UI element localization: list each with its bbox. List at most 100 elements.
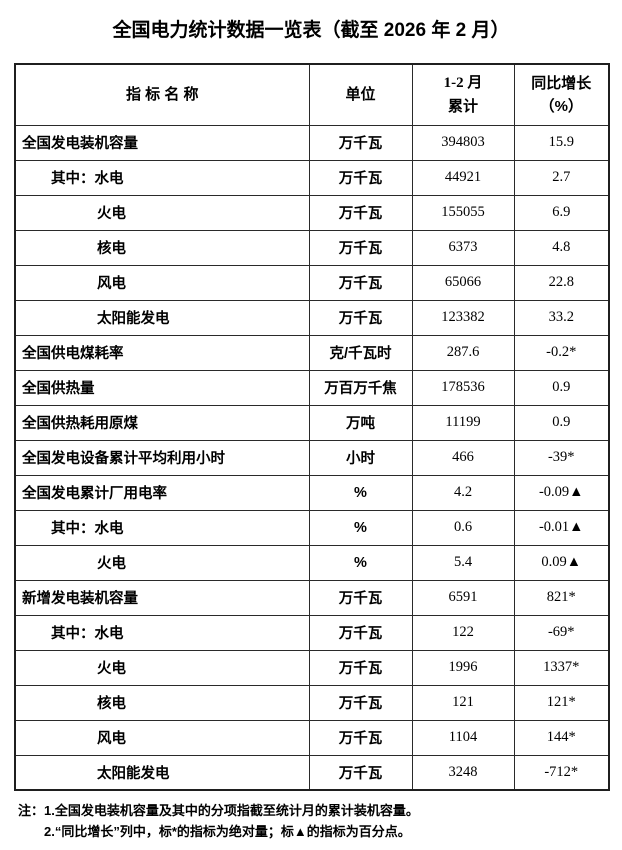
value-cell: 1996 [411,649,515,686]
unit-cell: 万千瓦 [308,299,413,336]
table-row: 太阳能发电 万千瓦 123382 33.2 [14,299,610,336]
table-row: 全国发电装机容量 万千瓦 394803 15.9 [14,124,610,161]
indicator-name-cell: 火电 [14,649,310,686]
header-yoy-line2: （%） [539,97,583,115]
indicator-name-cell: 全国发电累计厂用电率 [14,474,310,511]
growth-cell: -712* [513,754,610,791]
value-cell: 121 [411,684,515,721]
indicator-name-cell: 其中：水电 [14,614,310,651]
statistics-table: 指 标 名 称 单位 1-2 月 累计 同比增长 （%） 全国发电装机容量 万千… [14,63,610,791]
note-item-1: 1.全国发电装机容量及其中的分项指截至统计月的累计装机容量。 [44,803,419,818]
indicator-name-cell: 其中：水电 [14,509,310,546]
notes: 注：1.全国发电装机容量及其中的分项指截至统计月的累计装机容量。 2.“同比增长… [18,800,622,843]
value-cell: 178536 [411,369,515,406]
unit-cell: 万千瓦 [308,649,413,686]
growth-cell: -39* [513,439,610,476]
value-cell: 11199 [411,404,515,441]
unit-cell: 万千瓦 [308,229,413,266]
unit-cell: 万千瓦 [308,159,413,196]
unit-cell: 万吨 [308,404,413,441]
growth-cell: 1337* [513,649,610,686]
table-header-row: 指 标 名 称 单位 1-2 月 累计 同比增长 （%） [14,63,610,126]
indicator-name-cell: 太阳能发电 [14,299,310,336]
unit-cell: 万千瓦 [308,754,413,791]
growth-cell: 15.9 [513,124,610,161]
table-body: 全国发电装机容量 万千瓦 394803 15.9 其中：水电 万千瓦 44921… [14,124,610,791]
unit-cell: % [308,509,413,546]
note-line-2: 2.“同比增长”列中，标*的指标为绝对量；标▲的指标为百分点。 [44,824,411,840]
indicator-name-cell: 火电 [14,194,310,231]
indicator-name-cell: 核电 [14,229,310,266]
indicator-name-cell: 其中：水电 [14,159,310,196]
table-row: 新增发电装机容量 万千瓦 6591 821* [14,579,610,616]
table-row: 其中：水电 % 0.6 -0.01▲ [14,509,610,546]
indicator-name-cell: 全国供热量 [14,369,310,406]
table-row: 火电 万千瓦 155055 6.9 [14,194,610,231]
value-cell: 6373 [411,229,515,266]
note-line-1: 注：1.全国发电装机容量及其中的分项指截至统计月的累计装机容量。 [18,800,622,821]
value-cell: 466 [411,439,515,476]
growth-cell: -0.2* [513,334,610,371]
notes-prefix: 注： [18,803,45,818]
unit-cell: 万千瓦 [308,264,413,301]
indicator-name-cell: 核电 [14,684,310,721]
table-row: 全国发电设备累计平均利用小时 小时 466 -39* [14,439,610,476]
value-cell: 0.6 [411,509,515,546]
value-cell: 65066 [411,264,515,301]
value-cell: 155055 [411,194,515,231]
indicator-name-cell: 风电 [14,264,310,301]
unit-cell: 万千瓦 [308,719,413,756]
value-cell: 44921 [411,159,515,196]
unit-cell: % [308,544,413,581]
table-row: 风电 万千瓦 1104 144* [14,719,610,756]
table-row: 全国供电煤耗率 克/千瓦时 287.6 -0.2* [14,334,610,371]
table-row: 太阳能发电 万千瓦 3248 -712* [14,754,610,791]
growth-cell: 821* [513,579,610,616]
unit-cell: 万千瓦 [308,684,413,721]
unit-cell: 万千瓦 [308,614,413,651]
table-row: 核电 万千瓦 6373 4.8 [14,229,610,266]
table-row: 风电 万千瓦 65066 22.8 [14,264,610,301]
growth-cell: 121* [513,684,610,721]
header-cumulative-line2: 累计 [447,97,478,115]
growth-cell: 4.8 [513,229,610,266]
growth-cell: 0.9 [513,369,610,406]
header-indicator-name: 指 标 名 称 [14,63,310,126]
growth-cell: 6.9 [513,194,610,231]
header-cumulative-line1: 1-2 月 [443,74,483,91]
header-unit: 单位 [308,63,413,126]
growth-cell: 22.8 [513,264,610,301]
indicator-name-cell: 火电 [14,544,310,581]
unit-cell: 万千瓦 [308,579,413,616]
value-cell: 1104 [411,719,515,756]
indicator-name-cell: 太阳能发电 [14,754,310,791]
value-cell: 4.2 [411,474,515,511]
page-title: 全国电力统计数据一览表（截至 2026 年 2 月） [112,20,510,41]
unit-cell: % [308,474,413,511]
value-cell: 394803 [411,124,515,161]
unit-cell: 小时 [308,439,413,476]
indicator-name-cell: 风电 [14,719,310,756]
growth-cell: -0.01▲ [513,509,610,546]
value-cell: 5.4 [411,544,515,581]
table-row: 火电 万千瓦 1996 1337* [14,649,610,686]
value-cell: 287.6 [411,334,515,371]
header-cumulative: 1-2 月 累计 [411,63,515,126]
growth-cell: -69* [513,614,610,651]
unit-cell: 万千瓦 [308,194,413,231]
header-yoy-line1: 同比增长 [531,74,592,92]
indicator-name-cell: 全国供电煤耗率 [14,334,310,371]
table-row: 全国发电累计厂用电率 % 4.2 -0.09▲ [14,474,610,511]
indicator-name-cell: 新增发电装机容量 [14,579,310,616]
table-row: 火电 % 5.4 0.09▲ [14,544,610,581]
table-row: 核电 万千瓦 121 121* [14,684,610,721]
unit-cell: 克/千瓦时 [308,334,413,371]
table-row: 全国供热耗用原煤 万吨 11199 0.9 [14,404,610,441]
table-row: 全国供热量 万百万千焦 178536 0.9 [14,369,610,406]
value-cell: 6591 [411,579,515,616]
growth-cell: 2.7 [513,159,610,196]
table-row: 其中：水电 万千瓦 44921 2.7 [14,159,610,196]
growth-cell: 144* [513,719,610,756]
indicator-name-cell: 全国供热耗用原煤 [14,404,310,441]
